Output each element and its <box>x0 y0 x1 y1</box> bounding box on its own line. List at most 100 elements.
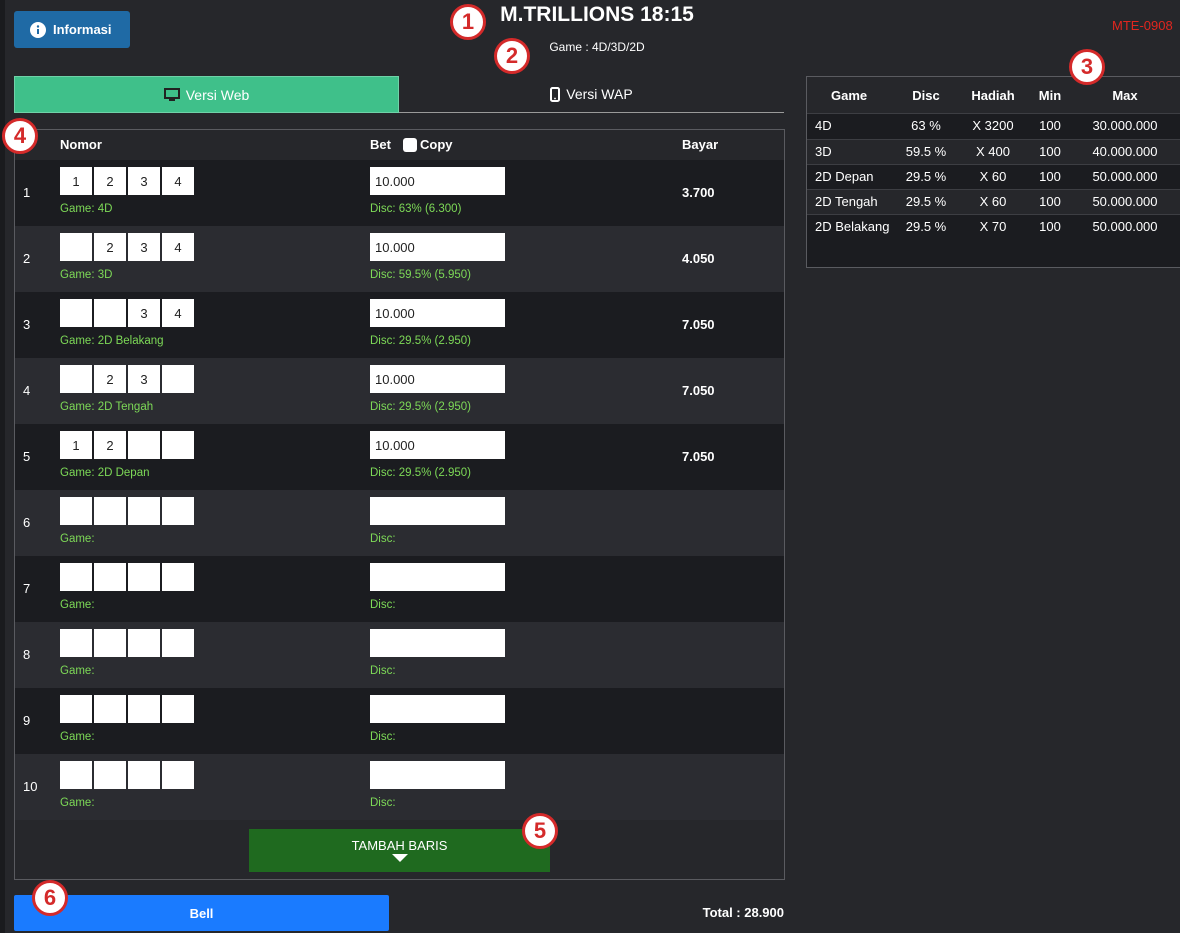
disc-label: Disc: 63% (6.300) <box>370 203 462 215</box>
bet-input[interactable]: 10.000 <box>370 233 505 261</box>
bet-input[interactable] <box>370 563 505 591</box>
code: MTE-0908 <box>1112 18 1173 33</box>
game-label: Game: 3D <box>60 269 113 281</box>
info-label: Informasi <box>53 22 112 37</box>
rules-cell: 100 <box>1039 169 1061 184</box>
info-button[interactable]: Informasi <box>14 11 130 48</box>
add-row-button[interactable]: TAMBAH BARIS <box>249 829 550 872</box>
bet-input[interactable]: 10.000 <box>370 299 505 327</box>
rules-cell: 29.5 % <box>905 169 947 184</box>
digit-input[interactable] <box>162 629 194 657</box>
digit-input[interactable] <box>162 761 194 789</box>
rules-cell: X 60 <box>979 169 1007 184</box>
bet-input[interactable] <box>370 629 505 657</box>
bet-input[interactable] <box>370 695 505 723</box>
disc-label: Disc: 29.5% (2.950) <box>370 335 471 347</box>
game-label: Game: <box>60 533 95 545</box>
digit-input[interactable] <box>162 563 194 591</box>
digit-input[interactable]: 3 <box>128 167 160 195</box>
digit-input[interactable] <box>60 761 92 789</box>
digit-input[interactable] <box>162 497 194 525</box>
bet-input[interactable] <box>370 761 505 789</box>
digit-input[interactable] <box>128 563 160 591</box>
digit-input[interactable]: 2 <box>94 167 126 195</box>
rules-cell: 100 <box>1039 144 1061 159</box>
bayar: 3.700 <box>682 185 715 200</box>
column-header: Copy <box>420 137 453 152</box>
edge <box>0 0 5 933</box>
digit-input[interactable]: 1 <box>60 167 92 195</box>
bayar: 7.050 <box>682 449 715 464</box>
digit-input[interactable] <box>128 629 160 657</box>
bayar: 7.050 <box>682 383 715 398</box>
digit-input[interactable]: 2 <box>94 431 126 459</box>
digit-input[interactable] <box>94 761 126 789</box>
tab-web[interactable]: Versi Web <box>14 76 399 113</box>
column-header: Bayar <box>682 137 719 152</box>
digit-input[interactable]: 2 <box>94 365 126 393</box>
rules-cell: Hadiah <box>971 88 1015 103</box>
digit-input[interactable]: 4 <box>162 299 194 327</box>
digit-input[interactable] <box>60 299 92 327</box>
digit-input[interactable] <box>60 695 92 723</box>
rules-row-bg <box>807 113 1180 139</box>
digit-input[interactable]: 1 <box>60 431 92 459</box>
digit-input[interactable] <box>94 695 126 723</box>
row-number: 4 <box>23 383 31 398</box>
digit-input[interactable]: 3 <box>128 233 160 261</box>
game-label: Game: 2D Tengah <box>60 401 154 413</box>
bet-input[interactable]: 10.000 <box>370 167 505 195</box>
digit-input[interactable] <box>94 497 126 525</box>
disc-label: Disc: <box>370 731 396 743</box>
digit-input[interactable]: 4 <box>162 233 194 261</box>
digit-input[interactable]: 3 <box>128 365 160 393</box>
digit-input[interactable] <box>162 695 194 723</box>
rules-cell: Min <box>1038 88 1062 103</box>
tab-wap[interactable]: Versi WAP <box>399 76 784 113</box>
game-label: Game: 2D Depan <box>60 467 150 479</box>
info-icon <box>30 21 46 38</box>
submit-button[interactable]: Bell <box>14 895 389 931</box>
digit-input[interactable]: 3 <box>128 299 160 327</box>
monitor-icon <box>163 87 180 101</box>
bayar: 4.050 <box>682 251 715 266</box>
digit-input[interactable] <box>162 431 194 459</box>
disc-label: Disc: 59.5% (5.950) <box>370 269 471 281</box>
bet-input[interactable]: 10.000 <box>370 431 505 459</box>
digit-input[interactable] <box>128 761 160 789</box>
column-header: Bet <box>370 137 391 152</box>
digit-input[interactable] <box>60 233 92 261</box>
rules-cell: 63 % <box>911 118 941 133</box>
digit-input[interactable] <box>162 365 194 393</box>
bet-input[interactable] <box>370 497 505 525</box>
digit-input[interactable] <box>128 497 160 525</box>
form <box>14 129 785 880</box>
digit-input[interactable]: 4 <box>162 167 194 195</box>
digit-input[interactable] <box>60 629 92 657</box>
digit-input[interactable] <box>60 563 92 591</box>
digit-input[interactable] <box>128 695 160 723</box>
row-number: 8 <box>23 647 31 662</box>
row-number: 2 <box>23 251 31 266</box>
digit-input[interactable] <box>94 299 126 327</box>
row-number: 6 <box>23 515 31 530</box>
annotation-marker: 2 <box>494 38 530 74</box>
rules-cell: X 400 <box>976 144 1010 159</box>
rules-cell: Disc <box>912 88 940 103</box>
digit-input[interactable] <box>60 497 92 525</box>
game-label: Game: <box>60 731 95 743</box>
digit-input[interactable]: 2 <box>94 233 126 261</box>
rules-cell: 100 <box>1039 219 1061 234</box>
bet-input[interactable]: 10.000 <box>370 365 505 393</box>
digit-input[interactable] <box>94 629 126 657</box>
rules-cell: 50.000.000 <box>1092 194 1158 209</box>
disc-label: Disc: <box>370 797 396 809</box>
rules-cell: Game <box>831 88 868 103</box>
digit-input[interactable] <box>94 563 126 591</box>
copy-checkbox[interactable] <box>403 138 417 152</box>
digit-input[interactable] <box>60 365 92 393</box>
game-label: Game: 4D <box>60 203 113 215</box>
digit-input[interactable] <box>128 431 160 459</box>
row-number: 1 <box>23 185 31 200</box>
rules-cell: 40.000.000 <box>1092 144 1158 159</box>
